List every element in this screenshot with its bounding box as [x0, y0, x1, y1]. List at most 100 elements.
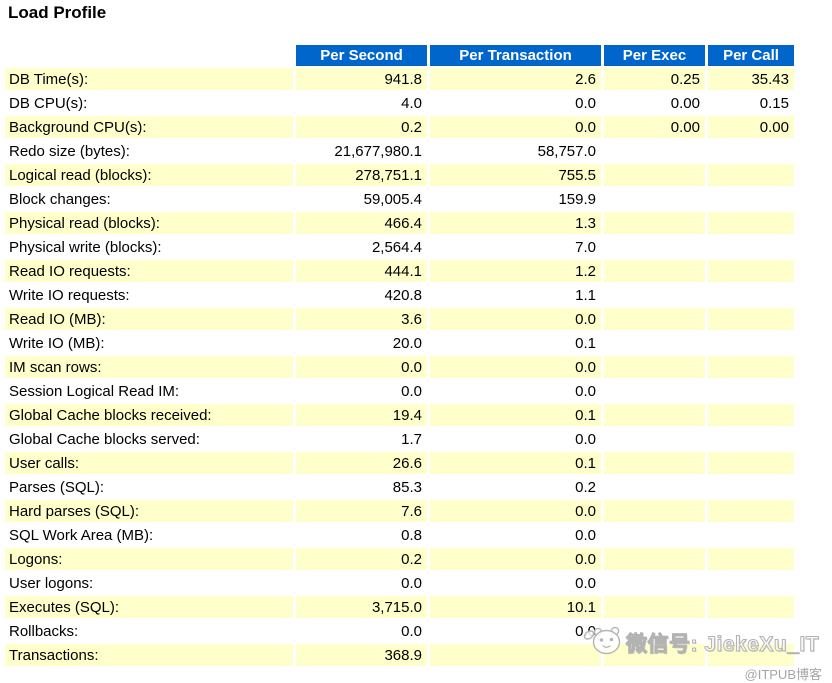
cell-per-second: 0.0 [296, 572, 427, 594]
row-label: Physical write (blocks): [5, 236, 293, 258]
cell-per-exec [604, 140, 705, 162]
cell-per-transaction: 0.0 [430, 620, 601, 642]
cell-per-call [708, 596, 794, 618]
cell-per-transaction: 1.3 [430, 212, 601, 234]
cell-per-call [708, 188, 794, 210]
row-label: Block changes: [5, 188, 293, 210]
row-label: DB Time(s): [5, 68, 293, 90]
cell-per-call [708, 620, 794, 642]
row-label: Global Cache blocks received: [5, 404, 293, 426]
cell-per-call [708, 428, 794, 450]
row-label: Parses (SQL): [5, 476, 293, 498]
cell-per-exec [604, 260, 705, 282]
header-row: Per Second Per Transaction Per Exec Per … [5, 45, 794, 66]
cell-per-second: 0.2 [296, 548, 427, 570]
cell-per-transaction: 0.0 [430, 524, 601, 546]
row-label: Global Cache blocks served: [5, 428, 293, 450]
row-label: User logons: [5, 572, 293, 594]
table-row: Hard parses (SQL): 7.6 0.0 [5, 500, 794, 522]
table-row: DB CPU(s): 4.0 0.0 0.00 0.15 [5, 92, 794, 114]
cell-per-exec [604, 572, 705, 594]
table-row: Executes (SQL): 3,715.0 10.1 [5, 596, 794, 618]
cell-per-exec: 0.00 [604, 116, 705, 138]
cell-per-transaction: 7.0 [430, 236, 601, 258]
cell-per-transaction: 58,757.0 [430, 140, 601, 162]
cell-per-call [708, 356, 794, 378]
cell-per-transaction: 159.9 [430, 188, 601, 210]
cell-per-transaction: 0.2 [430, 476, 601, 498]
row-label: Redo size (bytes): [5, 140, 293, 162]
cell-per-transaction: 0.0 [430, 548, 601, 570]
cell-per-exec [604, 428, 705, 450]
cell-per-call [708, 476, 794, 498]
cell-per-exec [604, 236, 705, 258]
row-label: Read IO (MB): [5, 308, 293, 330]
cell-per-transaction: 1.1 [430, 284, 601, 306]
cell-per-exec [604, 596, 705, 618]
cell-per-transaction: 0.0 [430, 500, 601, 522]
header-per-exec: Per Exec [604, 45, 705, 66]
cell-per-second: 26.6 [296, 452, 427, 474]
cell-per-call: 0.15 [708, 92, 794, 114]
cell-per-call [708, 500, 794, 522]
cell-per-second: 19.4 [296, 404, 427, 426]
row-label: IM scan rows: [5, 356, 293, 378]
row-label: Session Logical Read IM: [5, 380, 293, 402]
cell-per-exec [604, 308, 705, 330]
table-row: Global Cache blocks served: 1.7 0.0 [5, 428, 794, 450]
cell-per-second: 941.8 [296, 68, 427, 90]
cell-per-transaction: 1.2 [430, 260, 601, 282]
cell-per-second: 278,751.1 [296, 164, 427, 186]
cell-per-exec [604, 188, 705, 210]
cell-per-transaction: 0.0 [430, 380, 601, 402]
cell-per-call [708, 140, 794, 162]
cell-per-call [708, 236, 794, 258]
cell-per-exec [604, 620, 705, 642]
cell-per-exec [604, 284, 705, 306]
cell-per-exec [604, 380, 705, 402]
cell-per-transaction: 0.0 [430, 92, 601, 114]
cell-per-call [708, 284, 794, 306]
cell-per-second: 85.3 [296, 476, 427, 498]
table-row: User calls: 26.6 0.1 [5, 452, 794, 474]
table-row: Transactions: 368.9 [5, 644, 794, 666]
cell-per-second: 3.6 [296, 308, 427, 330]
cell-per-transaction [430, 644, 601, 666]
cell-per-call [708, 332, 794, 354]
cell-per-exec [604, 644, 705, 666]
header-per-transaction: Per Transaction [430, 45, 601, 66]
cell-per-call [708, 452, 794, 474]
table-row: SQL Work Area (MB): 0.8 0.0 [5, 524, 794, 546]
row-label: Logical read (blocks): [5, 164, 293, 186]
cell-per-call [708, 164, 794, 186]
header-per-second: Per Second [296, 45, 427, 66]
table-row: Read IO requests: 444.1 1.2 [5, 260, 794, 282]
table-row: Global Cache blocks received: 19.4 0.1 [5, 404, 794, 426]
cell-per-exec [604, 404, 705, 426]
cell-per-second: 420.8 [296, 284, 427, 306]
row-label: Physical read (blocks): [5, 212, 293, 234]
table-row: Redo size (bytes): 21,677,980.1 58,757.0 [5, 140, 794, 162]
cell-per-transaction: 0.0 [430, 116, 601, 138]
cell-per-exec [604, 332, 705, 354]
load-profile-table: Per Second Per Transaction Per Exec Per … [2, 43, 797, 668]
cell-per-exec [604, 452, 705, 474]
cell-per-second: 1.7 [296, 428, 427, 450]
table-row: Session Logical Read IM: 0.0 0.0 [5, 380, 794, 402]
cell-per-second: 21,677,980.1 [296, 140, 427, 162]
row-label: Logons: [5, 548, 293, 570]
cell-per-call [708, 548, 794, 570]
cell-per-transaction: 10.1 [430, 596, 601, 618]
cell-per-second: 4.0 [296, 92, 427, 114]
cell-per-call [708, 404, 794, 426]
cell-per-second: 444.1 [296, 260, 427, 282]
row-label: Executes (SQL): [5, 596, 293, 618]
cell-per-second: 466.4 [296, 212, 427, 234]
table-row: DB Time(s): 941.8 2.6 0.25 35.43 [5, 68, 794, 90]
table-row: Write IO requests: 420.8 1.1 [5, 284, 794, 306]
table-row: Logons: 0.2 0.0 [5, 548, 794, 570]
load-profile-rows: DB Time(s): 941.8 2.6 0.25 35.43 DB CPU(… [5, 68, 794, 666]
cell-per-transaction: 0.0 [430, 308, 601, 330]
cell-per-second: 0.0 [296, 620, 427, 642]
cell-per-second: 59,005.4 [296, 188, 427, 210]
